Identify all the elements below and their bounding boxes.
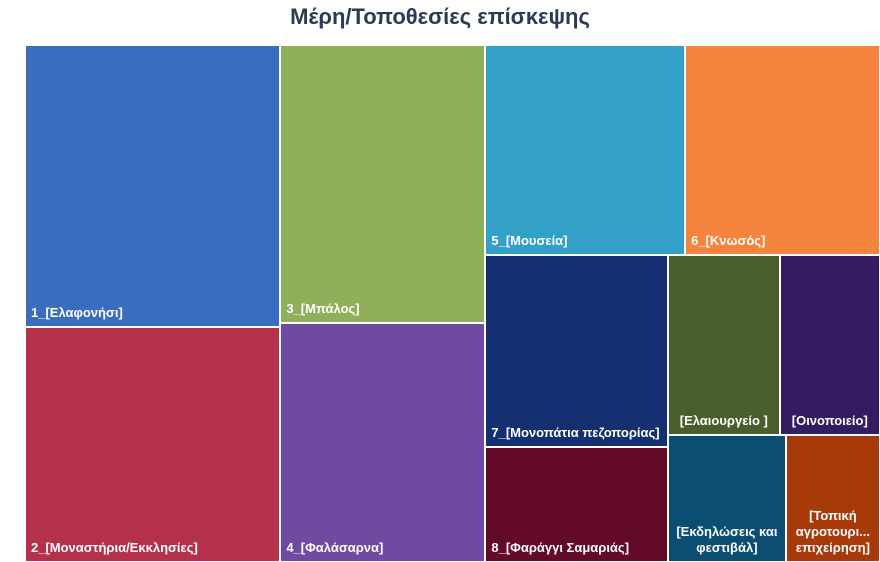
treemap-cell: 2_[Μοναστήρια/Εκκλησίες] <box>25 327 281 562</box>
cell-label: 4_[Φαλάσαρνα] <box>286 539 384 555</box>
cell-label: 5_[Μουσεία] <box>491 233 568 249</box>
treemap-cell: 7_[Μονοπάτια πεζοπορίας] <box>485 255 668 447</box>
cell-label: [Ελαιουργείο ] <box>679 412 768 428</box>
cell-label: [Οινοποιείο] <box>791 412 868 428</box>
cell-label: [Τοπική αγροτουρι... επιχείρηση] <box>795 507 871 555</box>
treemap-cell: 6_[Κνωσός] <box>685 45 880 256</box>
cell-label: 8_[Φαράγγι Σαμαριάς] <box>491 539 630 555</box>
cell-label: 6_[Κνωσός] <box>691 233 766 249</box>
cell-label: 7_[Μονοπάτια πεζοπορίας] <box>491 425 660 440</box>
cell-label: 1_[Ελαφονήσι] <box>31 305 123 320</box>
treemap-cell: 3_[Μπάλος] <box>280 45 486 323</box>
treemap-cell: 1_[Ελαφονήσι] <box>25 45 281 327</box>
treemap-cell: [Τοπική αγροτουρι... επιχείρηση] <box>785 434 880 562</box>
cell-label: 2_[Μοναστήρια/Εκκλησίες] <box>31 540 198 555</box>
cell-label: [Εκδηλώσεις και φεστιβάλ] <box>676 523 778 555</box>
treemap-cell: [Οινοποιείο] <box>779 255 880 435</box>
chart-title: Μέρη/Τοποθεσίες επίσκεψης <box>290 4 590 29</box>
treemap-cell: 4_[Φαλάσαρνα] <box>280 323 486 562</box>
treemap-cell: [Ελαιουργείο ] <box>668 255 780 435</box>
cell-label: 3_[Μπάλος] <box>286 301 360 316</box>
treemap-cell: 5_[Μουσεία] <box>485 45 686 256</box>
treemap-cell: [Εκδηλώσεις και φεστιβάλ] <box>668 434 786 562</box>
treemap-cell: 8_[Φαράγγι Σαμαριάς] <box>485 447 668 562</box>
